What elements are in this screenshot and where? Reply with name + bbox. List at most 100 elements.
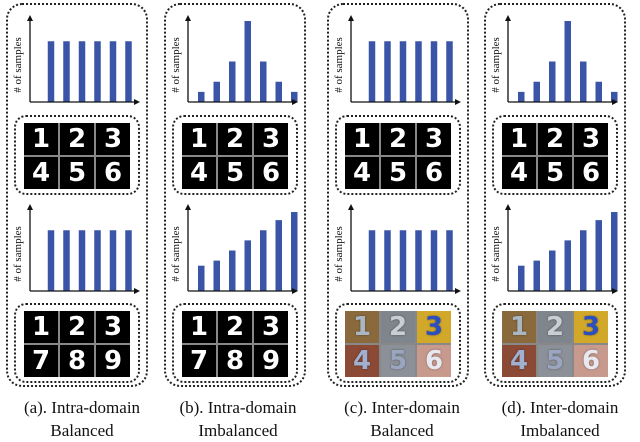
digit-glyph: 4: [509, 158, 529, 188]
bar: [580, 61, 587, 102]
digit-glyph: 4: [31, 158, 51, 188]
bar-chart: # of samples: [490, 15, 618, 105]
caption-line-2: Balanced: [50, 421, 114, 440]
bar: [415, 230, 422, 291]
digit-glyph: 3: [424, 312, 444, 342]
digit-image: 8: [60, 345, 94, 377]
digit-image: 5: [538, 345, 572, 377]
digit-image: 2: [538, 311, 572, 343]
digit-image: 5: [381, 157, 415, 189]
digit-image: 6: [574, 345, 608, 377]
bar: [518, 91, 525, 102]
panel-a: # of samples # of samples 1 2 3 4 5 6 1 2 3 7 8 9: [6, 3, 148, 387]
bar: [244, 21, 251, 102]
bar: [595, 220, 602, 291]
bar: [109, 230, 117, 291]
bar: [446, 230, 453, 291]
bar: [213, 260, 220, 291]
digit-image: 2: [538, 123, 572, 155]
digit-glyph: 2: [67, 124, 87, 154]
digit-image: 4: [345, 157, 379, 189]
digit-image: 6: [574, 157, 608, 189]
digit-glyph: 1: [31, 124, 51, 154]
digit-glyph: 3: [424, 124, 444, 154]
bar: [109, 41, 117, 102]
bar: [368, 230, 376, 291]
x-axis-arrow: [134, 288, 140, 294]
x-axis-arrow: [455, 288, 461, 294]
digit-glyph: 9: [103, 346, 123, 376]
digit-image: 3: [417, 123, 451, 155]
bar-chart: # of samples: [490, 204, 618, 294]
bar: [63, 41, 70, 102]
bar-chart: # of samples: [333, 15, 461, 105]
bar: [595, 81, 602, 102]
caption-line-1: (d). Inter-domain: [501, 398, 619, 417]
digit-image: 5: [60, 157, 94, 189]
panel-caption: (a). Intra-domain Balanced: [2, 396, 162, 442]
digit-glyph: 8: [225, 346, 245, 376]
digit-glyph: 6: [581, 346, 601, 376]
caption-line-2: Balanced: [370, 421, 434, 440]
digit-image: 6: [417, 157, 451, 189]
digit-glyph: 1: [509, 124, 529, 154]
panel-d: # of samples # of samples 1 2 3 4 5 6 1 2 3 4 5 6: [484, 3, 626, 387]
y-axis-label: # of samples: [170, 37, 182, 93]
bar: [260, 230, 267, 291]
y-axis-label: # of samples: [490, 226, 502, 282]
digit-image: 2: [381, 123, 415, 155]
bar: [549, 61, 556, 102]
bar: [275, 220, 282, 291]
y-axis-arrow: [27, 204, 33, 210]
bar: [430, 41, 438, 102]
digit-image: 6: [96, 157, 130, 189]
caption-line-2: Imbalanced: [198, 421, 278, 440]
bar: [611, 91, 618, 102]
digit-image: 9: [96, 345, 130, 377]
digit-image: 2: [381, 311, 415, 343]
bar: [198, 91, 205, 102]
digit-image: 6: [417, 345, 451, 377]
digit-image: 1: [502, 123, 536, 155]
caption-line-2: Imbalanced: [520, 421, 600, 440]
digit-image: 5: [538, 157, 572, 189]
digit-glyph: 2: [545, 312, 565, 342]
digit-image: 3: [254, 123, 288, 155]
digit-image: 2: [60, 311, 94, 343]
bar: [580, 230, 587, 291]
digit-glyph: 4: [509, 346, 529, 376]
panel-caption: (d). Inter-domain Imbalanced: [480, 396, 640, 442]
bar: [125, 230, 132, 291]
y-axis-label: # of samples: [12, 37, 24, 93]
digit-glyph: 1: [31, 312, 51, 342]
bar-chart: # of samples: [12, 15, 140, 105]
digit-image: 1: [345, 123, 379, 155]
bar: [78, 41, 86, 102]
digit-image: 1: [182, 123, 216, 155]
digit-glyph: 4: [352, 346, 372, 376]
y-axis-arrow: [348, 204, 354, 210]
bar: [198, 265, 205, 291]
y-axis-label: # of samples: [12, 226, 24, 282]
digit-image: 5: [381, 345, 415, 377]
digit-glyph: 3: [581, 312, 601, 342]
digit-image: 9: [254, 345, 288, 377]
bar: [291, 212, 298, 291]
digit-image: 3: [96, 123, 130, 155]
caption-line-1: (c). Inter-domain: [344, 398, 460, 417]
panel-caption: (c). Inter-domain Balanced: [322, 396, 482, 442]
bar: [78, 230, 86, 291]
bar-chart: # of samples: [170, 15, 298, 105]
panel-b: # of samples # of samples 1 2 3 4 5 6 1 2 3 7 8 9: [164, 3, 306, 387]
